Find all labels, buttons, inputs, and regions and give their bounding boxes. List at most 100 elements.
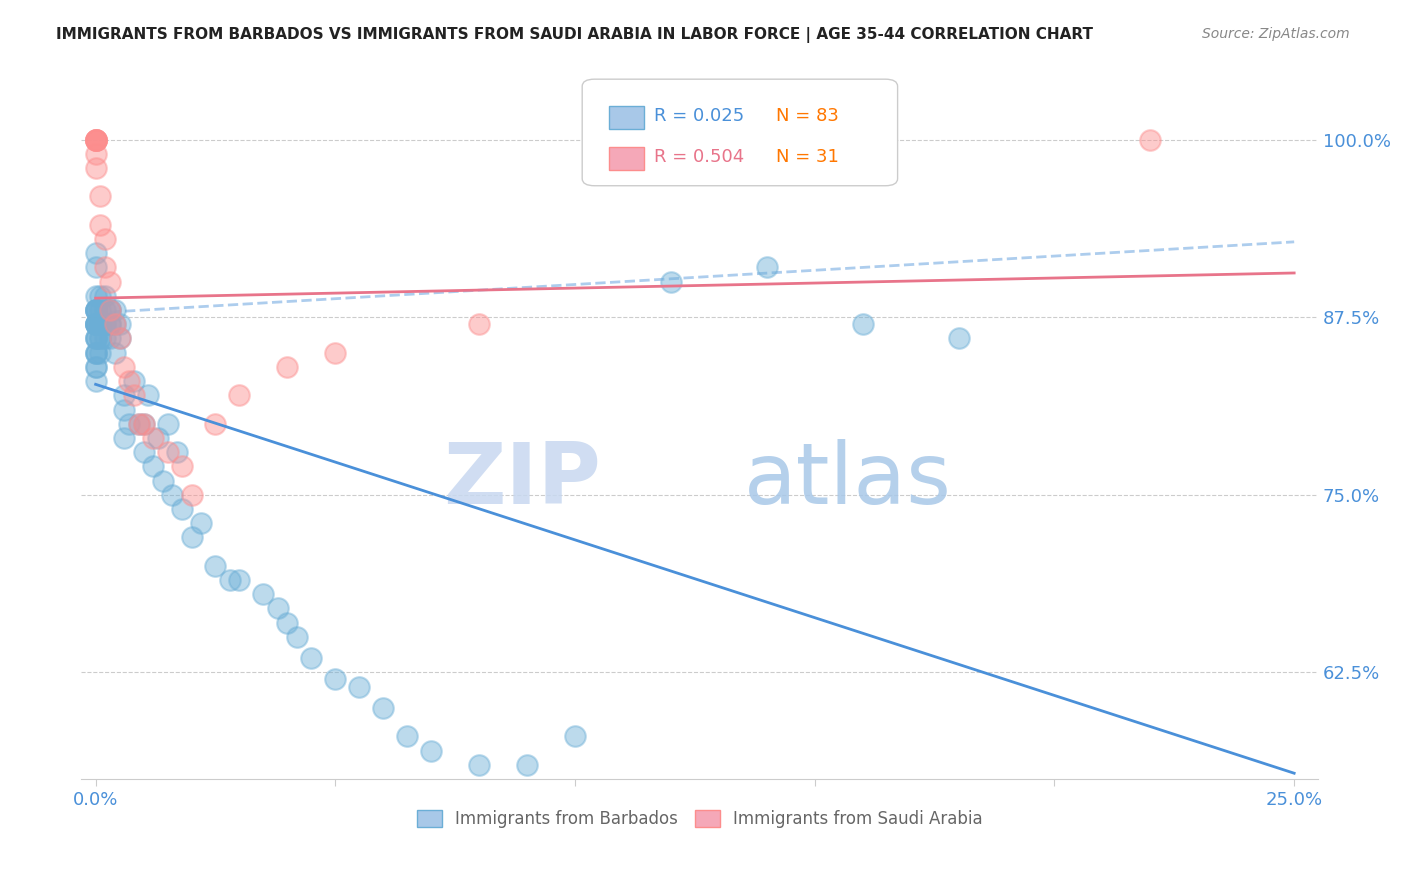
Point [104,318,127,332]
Point [252,587,274,601]
Point [84,359,107,374]
Point [84,260,107,275]
Point [204,558,226,573]
Point [170,502,193,516]
FancyBboxPatch shape [582,79,897,186]
Point [84,318,107,332]
Point [89,189,111,203]
Point [84,146,107,161]
Text: N = 83: N = 83 [776,107,839,125]
Point [166,445,188,459]
Point [94,232,117,246]
Point [84,303,107,318]
Point [84,132,107,146]
Point [94,331,117,345]
Point [112,402,135,417]
Point [104,345,127,359]
Point [1139,132,1161,146]
Point [84,132,107,146]
Point [138,388,160,402]
Point [152,474,174,488]
Point [276,359,298,374]
Point [89,303,111,318]
Point [564,729,586,743]
Point [132,417,155,431]
Point [89,331,111,345]
Point [84,303,107,318]
Point [468,318,491,332]
Text: atlas: atlas [744,439,952,522]
Point [84,289,107,303]
Point [94,260,117,275]
Point [84,318,107,332]
Point [118,417,141,431]
Text: IMMIGRANTS FROM BARBADOS VS IMMIGRANTS FROM SAUDI ARABIA IN LABOR FORCE | AGE 35: IMMIGRANTS FROM BARBADOS VS IMMIGRANTS F… [56,27,1094,43]
Point [89,345,111,359]
Point [112,431,135,445]
Point [84,331,107,345]
Point [659,275,682,289]
Point [84,132,107,146]
Point [84,132,107,146]
Point [146,431,169,445]
Point [276,615,298,630]
Point [108,331,131,345]
Point [755,260,778,275]
Point [122,388,145,402]
Point [142,431,165,445]
Text: N = 31: N = 31 [776,148,839,166]
Point [325,673,347,687]
Point [84,161,107,175]
Point [84,359,107,374]
Point [98,331,121,345]
Point [180,488,202,502]
Point [84,318,107,332]
Point [420,743,443,757]
Point [84,132,107,146]
Point [84,374,107,388]
Point [84,331,107,345]
Point [84,303,107,318]
Point [285,630,308,644]
Point [108,331,131,345]
Point [516,757,538,772]
Point [84,345,107,359]
Point [104,303,127,318]
Point [267,601,290,615]
Text: Source: ZipAtlas.com: Source: ZipAtlas.com [1202,27,1350,41]
Point [94,303,117,318]
Point [132,417,155,431]
Point [112,359,135,374]
Point [84,132,107,146]
Point [396,729,419,743]
Point [84,318,107,332]
Point [118,374,141,388]
Point [84,318,107,332]
Point [94,318,117,332]
Point [142,459,165,474]
Point [89,289,111,303]
Point [228,573,250,587]
Point [108,318,131,332]
Point [373,701,395,715]
Point [122,374,145,388]
Point [98,318,121,332]
Point [190,516,212,531]
Text: ZIP: ZIP [443,439,600,522]
Point [98,303,121,318]
Point [98,275,121,289]
Point [228,388,250,402]
Bar [609,106,644,129]
Point [112,388,135,402]
Point [104,318,127,332]
Point [84,318,107,332]
Point [218,573,240,587]
Point [89,318,111,332]
Point [98,303,121,318]
Point [98,303,121,318]
Point [89,318,111,332]
Point [89,331,111,345]
Point [180,530,202,544]
Point [84,345,107,359]
Point [156,445,179,459]
